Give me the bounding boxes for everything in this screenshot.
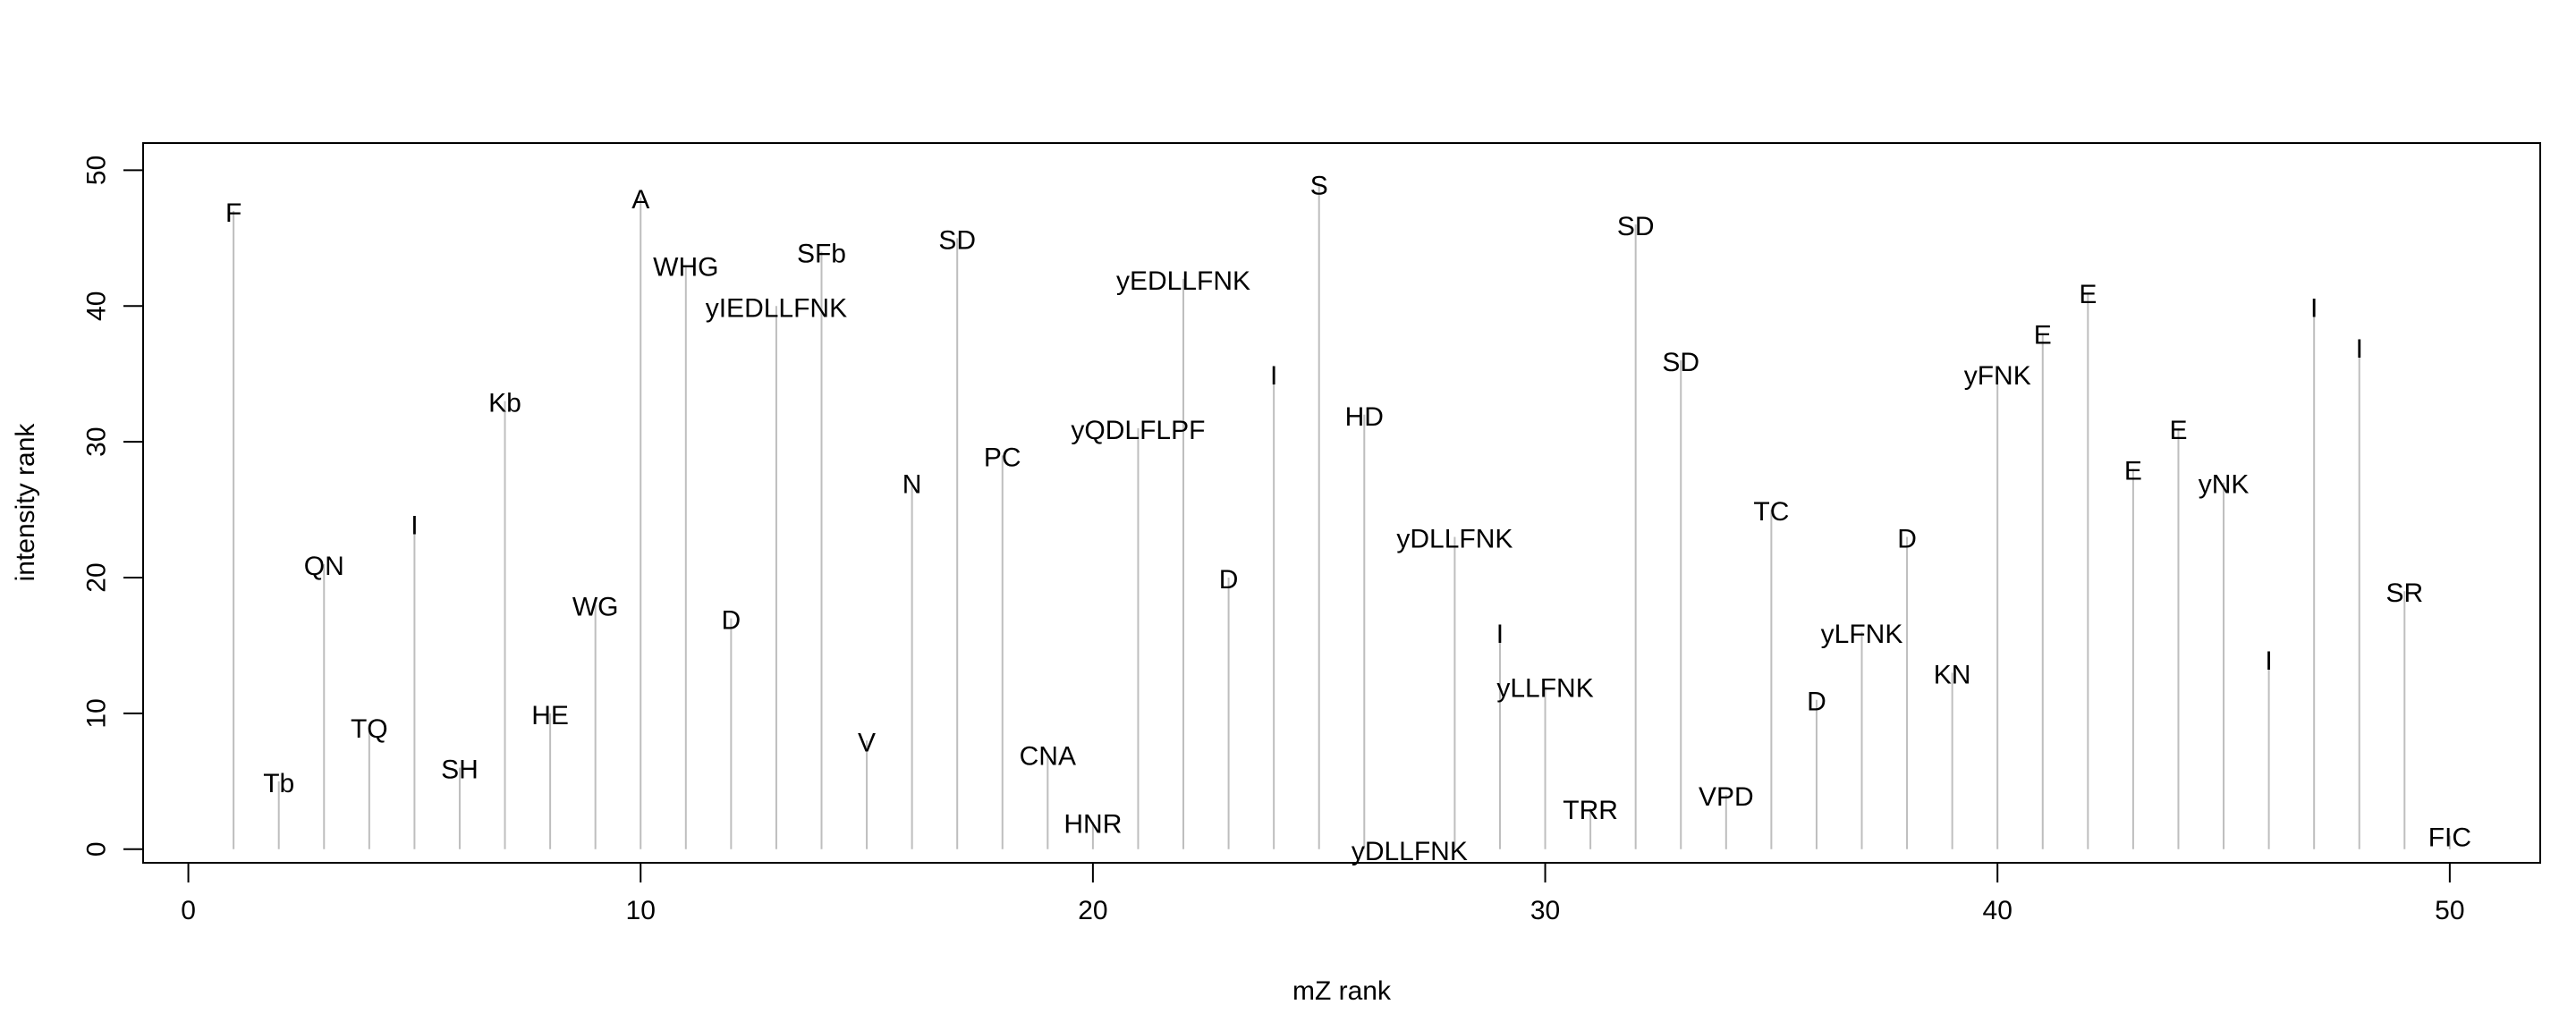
peak-label-11: WHG (653, 253, 718, 283)
peak-label-17: SD (938, 225, 976, 255)
peak-label-3: QN (304, 552, 344, 581)
peak-label-24: I (1270, 361, 1277, 391)
peak-label-32: SD (1617, 212, 1655, 241)
peak-label-28: yDLLFNK (1396, 524, 1513, 553)
peak-label-39: KN (1934, 660, 1971, 689)
peak-label-1: F (225, 198, 242, 228)
peak-label-23: D (1219, 565, 1239, 595)
peak-label-42: E (2079, 280, 2097, 309)
peak-label-14: SFb (797, 240, 846, 269)
y-tick-label-10: 10 (82, 698, 112, 728)
x-axis: 0 10 20 30 40 50 (181, 862, 2465, 925)
peak-label-40: yFNK (1964, 361, 2031, 391)
y-tick-label-0: 0 (82, 841, 112, 857)
peak-label-43: E (2124, 457, 2142, 486)
peak-label-41: E (2034, 321, 2052, 350)
peak-label-47: I (2310, 293, 2318, 323)
x-tick-label-30: 30 (1530, 896, 1560, 925)
y-tick-label-40: 40 (82, 291, 112, 321)
peak-label-13: yIEDLLFNK (706, 293, 847, 323)
peak-label-46: I (2265, 646, 2272, 676)
peak-label-20: HNR (1063, 809, 1122, 839)
x-axis-title: mZ rank (1292, 976, 1392, 1006)
peak-label-26: HD (1345, 402, 1384, 432)
peak-label-44: E (2169, 416, 2187, 445)
peak-label-9: WG (572, 592, 619, 621)
peak-label-18: PC (984, 443, 1021, 472)
stems-group (233, 183, 2451, 849)
peak-label-35: TC (1753, 497, 1789, 527)
x-tick-label-20: 20 (1078, 896, 1107, 925)
peak-label-15: V (858, 728, 876, 757)
y-tick-label-20: 20 (82, 562, 112, 592)
peak-label-19: CNA (1020, 741, 1076, 771)
peak-label-38: D (1897, 524, 1917, 553)
peak-label-31: TRR (1563, 796, 1618, 825)
x-tick-label-40: 40 (1983, 896, 2012, 925)
peak-label-4: TQ (351, 714, 388, 744)
x-tick-label-0: 0 (181, 896, 196, 925)
x-tick-label-10: 10 (626, 896, 656, 925)
peak-label-37: yLFNK (1821, 620, 1903, 649)
peak-label-29: I (1496, 620, 1504, 649)
peak-label-25: S (1310, 172, 1328, 201)
peak-label-8: HE (531, 701, 569, 730)
peak-label-6: SH (441, 756, 479, 785)
peak-label-34: VPD (1699, 782, 1754, 812)
peak-label-45: yNK (2199, 470, 2250, 500)
x-tick-label-50: 50 (2435, 896, 2464, 925)
peak-label-10: A (631, 185, 649, 215)
peak-label-21: yQDLFLPF (1071, 416, 1205, 445)
y-axis-title: intensity rank (11, 423, 40, 582)
peak-labels-group: FTbQNTQISHKbHEWGAWHGDyIEDLLFNKSFbVNSDPCC… (225, 172, 2471, 866)
plot-frame (142, 142, 2541, 864)
peak-label-22: yEDLLFNK (1116, 266, 1250, 296)
peak-label-48: I (2356, 334, 2363, 364)
peak-label-36: D (1807, 688, 1826, 717)
peak-label-33: SD (1662, 348, 1699, 377)
peak-label-7: Kb (488, 389, 521, 418)
peak-label-2: Tb (263, 769, 294, 798)
peak-label-12: D (722, 606, 741, 636)
peak-label-5: I (411, 511, 418, 540)
peak-label-49: SR (2385, 578, 2423, 608)
peak-label-16: N (902, 470, 922, 500)
peak-label-27: yDLLFNK (1352, 837, 1468, 866)
peak-label-30: yLLFNK (1496, 674, 1593, 704)
y-tick-label-30: 30 (82, 426, 112, 456)
y-tick-label-50: 50 (82, 156, 112, 185)
y-axis: 0 10 20 30 40 50 (82, 156, 144, 857)
peak-label-50: FIC (2428, 823, 2471, 853)
